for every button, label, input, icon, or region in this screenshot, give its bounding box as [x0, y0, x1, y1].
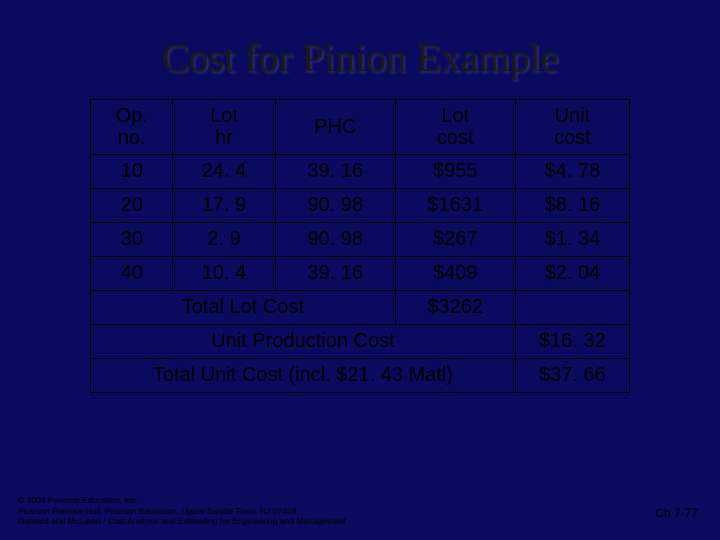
col-header-phc-top: PHC — [314, 116, 356, 138]
total-lot-cost-row: Total Lot Cost $3262 — [91, 291, 630, 325]
col-header-unitcost-top: Unit — [555, 105, 591, 127]
cell-lotcost: $267 — [395, 223, 515, 257]
slide: Cost for Pinion Example Op. no. Lot hr P… — [0, 0, 720, 540]
col-header-op-bot: no. — [118, 127, 146, 149]
slide-title: Cost for Pinion Example — [0, 0, 720, 91]
unit-production-cost-value: $16. 32 — [515, 325, 629, 359]
cell-phc: 90. 98 — [275, 223, 395, 257]
col-header-lothr: Lot hr — [173, 100, 275, 155]
col-header-lothr-top: Lot — [210, 105, 238, 127]
cell-phc: 39. 16 — [275, 155, 395, 189]
cell-op: 10 — [91, 155, 173, 189]
cell-unitcost: $8. 16 — [515, 189, 629, 223]
cost-table: Op. no. Lot hr PHC Lot cost Unit cost 10… — [90, 99, 630, 393]
cell-lothr: 2. 9 — [173, 223, 275, 257]
cell-op: 40 — [91, 257, 173, 291]
cell-phc: 90. 98 — [275, 189, 395, 223]
footer-line-2: Pearson Prentice Hall, Pearson Education… — [18, 506, 346, 516]
col-header-lothr-bot: hr — [215, 127, 233, 149]
total-unit-cost-value: $37. 66 — [515, 359, 629, 393]
col-header-op: Op. no. — [91, 100, 173, 155]
unit-production-cost-row: Unit Production Cost $16. 32 — [91, 325, 630, 359]
cell-lotcost: $955 — [395, 155, 515, 189]
unit-production-cost-label: Unit Production Cost — [91, 325, 516, 359]
cell-lotcost: $1631 — [395, 189, 515, 223]
table-row: 20 17. 9 90. 98 $1631 $8. 16 — [91, 189, 630, 223]
footer-line-3: Ostwald and McLaren / Cost Analysis and … — [18, 516, 346, 526]
table-row: 30 2. 9 90. 98 $267 $1. 34 — [91, 223, 630, 257]
cell-lotcost: $409 — [395, 257, 515, 291]
total-lot-cost-label: Total Lot Cost — [91, 291, 396, 325]
table-row: 40 10. 4 39. 16 $409 $2. 04 — [91, 257, 630, 291]
cell-op: 30 — [91, 223, 173, 257]
col-header-op-top: Op. — [116, 105, 148, 127]
cell-lothr: 24. 4 — [173, 155, 275, 189]
col-header-lotcost-top: Lot — [441, 105, 469, 127]
cell-unitcost: $1. 34 — [515, 223, 629, 257]
total-unit-cost-label: Total Unit Cost (incl. $21. 43 Matl) — [91, 359, 516, 393]
col-header-lotcost: Lot cost — [395, 100, 515, 155]
total-lot-cost-value: $3262 — [395, 291, 515, 325]
page-number: Ch 7-77 — [655, 506, 698, 520]
table-header-row: Op. no. Lot hr PHC Lot cost Unit cost — [91, 100, 630, 155]
col-header-phc: PHC — [275, 100, 395, 155]
cell-phc: 39. 16 — [275, 257, 395, 291]
col-header-lotcost-bot: cost — [437, 127, 474, 149]
col-header-unitcost: Unit cost — [515, 100, 629, 155]
footer: © 2004 Pearson Education, Inc. Pearson P… — [18, 495, 346, 526]
cell-op: 20 — [91, 189, 173, 223]
cell-unitcost: $4. 78 — [515, 155, 629, 189]
total-unit-cost-row: Total Unit Cost (incl. $21. 43 Matl) $37… — [91, 359, 630, 393]
col-header-unitcost-bot: cost — [554, 127, 591, 149]
total-lot-cost-blank — [515, 291, 629, 325]
cell-unitcost: $2. 04 — [515, 257, 629, 291]
cell-lothr: 17. 9 — [173, 189, 275, 223]
table-row: 10 24. 4 39. 16 $955 $4. 78 — [91, 155, 630, 189]
footer-line-1: © 2004 Pearson Education, Inc. — [18, 495, 346, 505]
cell-lothr: 10. 4 — [173, 257, 275, 291]
